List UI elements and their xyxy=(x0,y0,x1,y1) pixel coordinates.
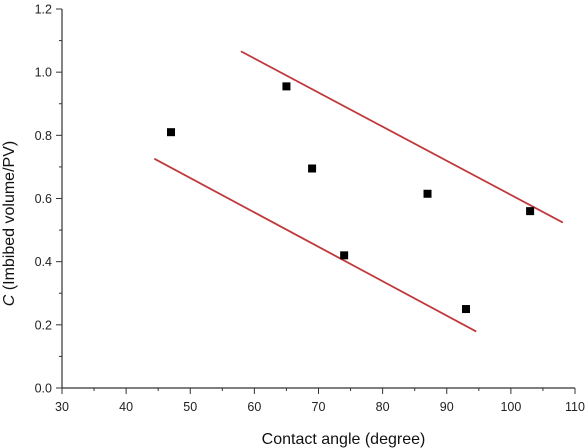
y-tick-label: 1.2 xyxy=(35,3,52,17)
y-tick-label: 1.0 xyxy=(35,66,52,80)
data-point xyxy=(423,189,432,198)
x-tick-label: 70 xyxy=(312,400,326,414)
bounding-lines xyxy=(154,50,564,333)
y-tick-label: 0.8 xyxy=(35,129,52,143)
x-tick-label: 50 xyxy=(183,400,197,414)
x-axis-title: Contact angle (degree) xyxy=(262,431,426,448)
y-tick-label: 0.6 xyxy=(35,192,52,206)
axis-ticks: 30 40 50 60 70 80 90 100 110 0.0 0.2 0.4 0.6 0.8 1.0 1.… xyxy=(35,3,585,415)
data-point xyxy=(167,128,176,137)
upper-bound-line xyxy=(240,50,564,224)
x-tick-label: 30 xyxy=(55,400,69,414)
x-tick-label: 60 xyxy=(247,400,261,414)
x-tick-label: 80 xyxy=(376,400,390,414)
data-points xyxy=(167,82,535,314)
lower-bound-line xyxy=(154,158,477,333)
x-tick-label: 40 xyxy=(119,400,133,414)
y-tick-label: 0.4 xyxy=(35,255,52,269)
x-tick-label: 110 xyxy=(565,400,585,414)
y-axis-title-symbol: C xyxy=(1,294,18,306)
y-tick-label: 0.0 xyxy=(35,382,52,396)
x-tick-label: 100 xyxy=(500,400,521,414)
x-tick-label: 90 xyxy=(440,400,454,414)
y-axis-title: C (Imbibed volume/PV) xyxy=(1,141,18,306)
plot-area: 30 40 50 60 70 80 90 100 110 0.0 0.2 0.4 0.6 0.8 1.0 1.… xyxy=(35,3,585,415)
y-tick-label: 0.2 xyxy=(35,318,52,332)
data-point xyxy=(282,82,291,91)
data-point xyxy=(308,164,317,173)
data-point xyxy=(461,305,470,314)
data-point xyxy=(526,207,535,216)
y-axis-title-text: (Imbibed volume/PV) xyxy=(1,141,18,295)
data-point xyxy=(340,251,349,260)
